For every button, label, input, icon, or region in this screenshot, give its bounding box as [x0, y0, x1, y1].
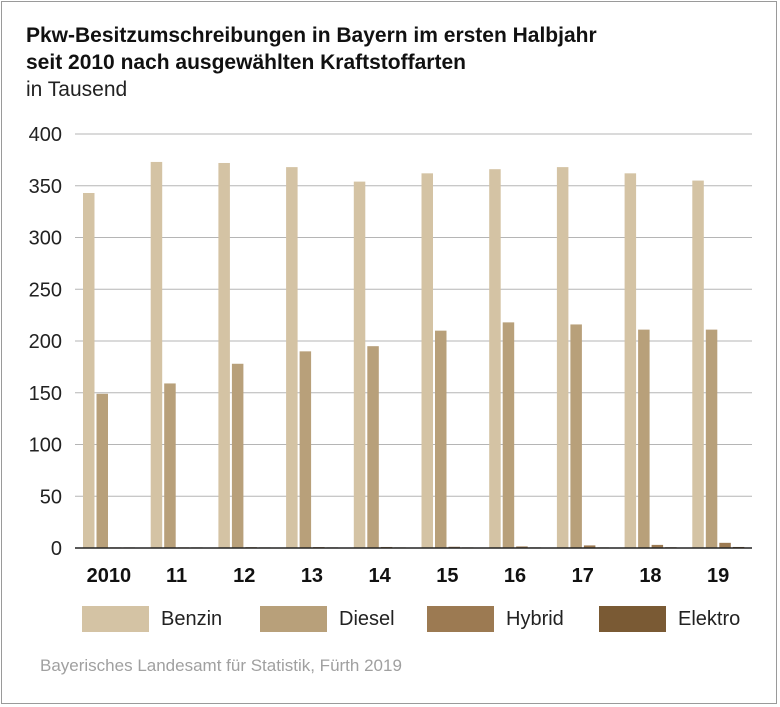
- legend-swatch: [82, 606, 149, 632]
- legend-item-hybrid: Hybrid: [427, 604, 564, 634]
- bar-benzin-18: [624, 173, 637, 548]
- y-tick-label: 300: [29, 228, 62, 250]
- bars: [83, 161, 745, 549]
- bar-hybrid-19: [719, 542, 731, 548]
- y-tick-label: 100: [29, 435, 62, 457]
- bar-benzin-11: [150, 161, 163, 548]
- legend-swatch: [599, 606, 666, 632]
- bar-hybrid-18: [651, 544, 664, 548]
- legend-label: Benzin: [161, 608, 223, 630]
- legend-swatch: [427, 606, 494, 632]
- x-tick-label: 17: [572, 565, 594, 587]
- y-tick-label: 250: [29, 279, 62, 301]
- chart-subtitle: in Tausend: [26, 78, 128, 101]
- y-tick-label: 0: [51, 538, 62, 560]
- x-tick-label: 12: [233, 565, 255, 587]
- legend-item-benzin: Benzin: [82, 604, 222, 634]
- x-axis: 2010 11 12 13 14 15 16 17 18 19: [75, 547, 752, 587]
- bar-hybrid-16: [516, 546, 528, 548]
- bar-benzin-19: [692, 180, 704, 548]
- bar-diesel-2010: [96, 393, 108, 548]
- bar-benzin-15: [421, 173, 433, 548]
- x-tick-label: 11: [166, 565, 187, 587]
- x-tick-label: 14: [369, 565, 392, 587]
- legend-label: Hybrid: [506, 608, 564, 630]
- legend-swatch: [260, 606, 327, 632]
- bar-diesel-16: [502, 322, 515, 548]
- bar-diesel-14: [367, 346, 379, 548]
- x-tick-label: 19: [707, 565, 729, 587]
- bar-diesel-11: [164, 383, 176, 548]
- bar-benzin-14: [353, 181, 366, 549]
- source-note: Bayerisches Landesamt für Statistik, Für…: [40, 656, 402, 675]
- bar-benzin-12: [218, 162, 230, 549]
- legend: Benzin Diesel Hybrid Elektro: [82, 604, 762, 634]
- x-tick-label: 2010: [87, 565, 132, 587]
- y-tick-label: 400: [29, 124, 62, 146]
- chart-title: Pkw-Besitzumschreibungen in Bayern im er…: [26, 24, 597, 74]
- y-tick-label: 200: [29, 331, 62, 353]
- legend-label: Diesel: [339, 608, 395, 630]
- x-tick-label: 16: [504, 565, 526, 587]
- y-axis: 0 50 100 150 200 250 300 350 400: [29, 124, 62, 560]
- legend-item-diesel: Diesel: [260, 604, 395, 634]
- x-tick-label: 18: [639, 565, 661, 587]
- bar-benzin-2010: [83, 192, 95, 548]
- bar-chart: 0 50 100 150 200 250 300 350 400 2010 11 12 13 14 15 1…: [29, 124, 752, 587]
- bar-benzin-16: [489, 169, 501, 548]
- bar-diesel-15: [435, 330, 447, 548]
- bar-diesel-13: [299, 351, 312, 548]
- y-tick-label: 50: [40, 486, 62, 508]
- bar-diesel-18: [638, 329, 650, 548]
- bar-diesel-17: [570, 324, 582, 548]
- legend-item-elektro: Elektro: [599, 604, 740, 634]
- x-tick-label: 15: [436, 565, 458, 587]
- y-tick-label: 350: [29, 176, 62, 198]
- bar-diesel-19: [705, 329, 718, 548]
- gridlines: [75, 133, 752, 549]
- legend-label: Elektro: [678, 608, 741, 630]
- bar-diesel-12: [231, 363, 244, 548]
- y-tick-label: 150: [29, 383, 62, 405]
- bar-benzin-13: [286, 167, 298, 548]
- x-tick-label: 13: [301, 565, 323, 587]
- bar-benzin-17: [556, 167, 569, 548]
- bar-hybrid-17: [583, 545, 596, 548]
